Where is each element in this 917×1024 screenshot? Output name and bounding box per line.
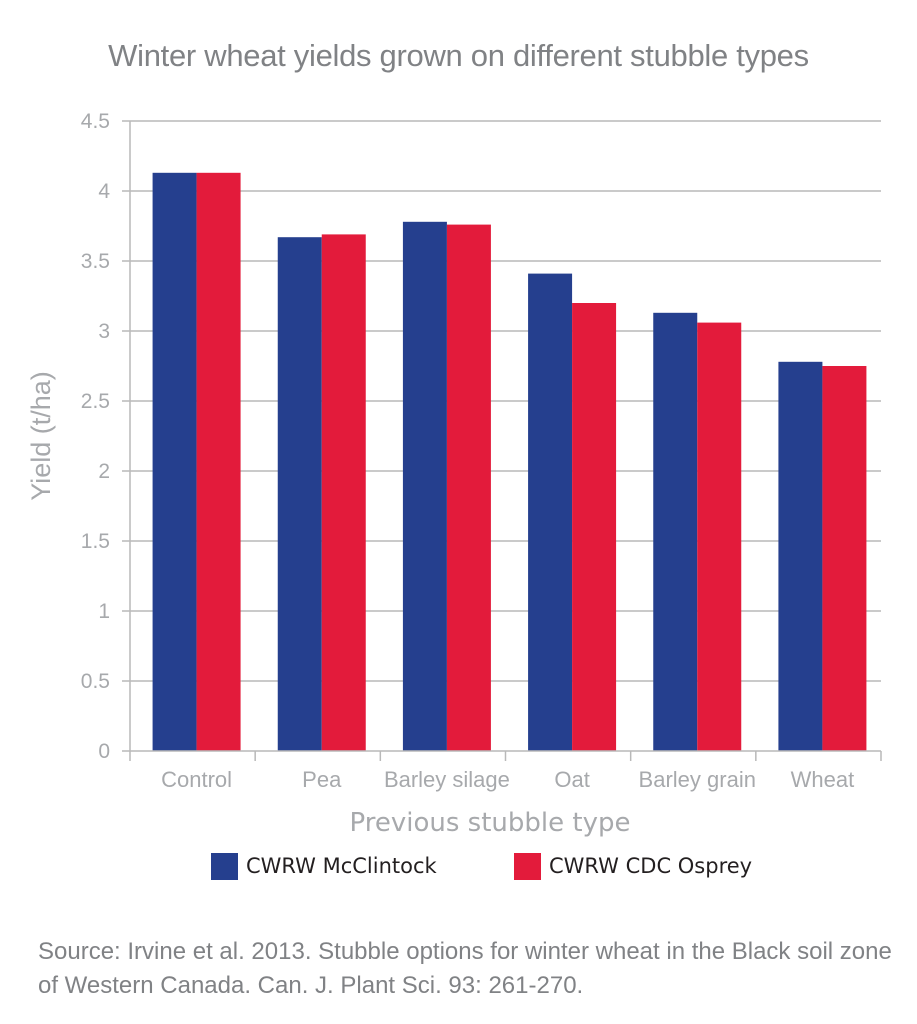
x-tick-label: Control: [161, 767, 232, 792]
bar-osprey-control: [196, 172, 241, 752]
y-tick-label: 0: [98, 740, 110, 763]
y-tick-label: 1: [98, 600, 110, 623]
bar-mcclintock-oat: [528, 273, 573, 751]
legend-label-mcclintock: CWRW McClintock: [246, 854, 437, 878]
bar-osprey-pea: [321, 234, 366, 751]
y-tick-label: 2.5: [81, 390, 110, 413]
x-tick-label: Oat: [554, 767, 589, 792]
bar-mcclintock-wheat: [778, 361, 823, 751]
y-tick-label: 0.5: [81, 670, 110, 693]
legend-swatch-mcclintock: [211, 852, 238, 880]
legend-item-osprey: CWRW CDC Osprey: [514, 852, 752, 880]
x-tick-label: Pea: [302, 767, 342, 792]
bar-mcclintock-pea: [277, 237, 322, 751]
y-tick-label: 4.5: [81, 110, 110, 133]
gridlines: [130, 120, 881, 682]
bar-osprey-oat: [572, 303, 617, 751]
bar-chart: 0 0.5 1 1.5 2 2.5 3 3.5 4 4.5 Control Pea Barley sil…: [26, 110, 882, 838]
bar-osprey-barley-silage: [446, 224, 491, 752]
bar-mcclintock-barley-grain: [653, 312, 698, 751]
y-tick-label: 1.5: [81, 530, 110, 553]
y-tick-label: 3.5: [81, 250, 110, 273]
bar-osprey-wheat: [822, 366, 867, 751]
x-axis-label: Previous stubble type: [350, 808, 631, 838]
bar-mcclintock-control: [152, 172, 197, 752]
x-tick-label: Wheat: [791, 767, 855, 792]
legend-label-osprey: CWRW CDC Osprey: [549, 854, 753, 878]
y-axis-label: Yield (t/ha): [26, 371, 56, 501]
y-tick-label: 3: [98, 320, 110, 343]
source-note: Source: Irvine et al. 2013. Stubble opti…: [38, 938, 892, 999]
chart-title: Winter wheat yields grown on different s…: [108, 38, 809, 73]
legend-swatch-osprey: [514, 852, 541, 880]
bar-mcclintock-barley-silage: [402, 221, 447, 752]
y-tick-label: 2: [98, 460, 110, 483]
legend-item-mcclintock: CWRW McClintock: [211, 852, 437, 880]
bar-osprey-barley-grain: [697, 322, 742, 751]
x-tick-label: Barley grain: [639, 767, 756, 792]
bars: [152, 172, 867, 752]
x-tick-label: Barley silage: [384, 767, 510, 792]
axes: 0 0.5 1 1.5 2 2.5 3 3.5 4 4.5 Control Pea Barley sil…: [81, 110, 882, 792]
y-tick-label: 4: [98, 180, 110, 203]
